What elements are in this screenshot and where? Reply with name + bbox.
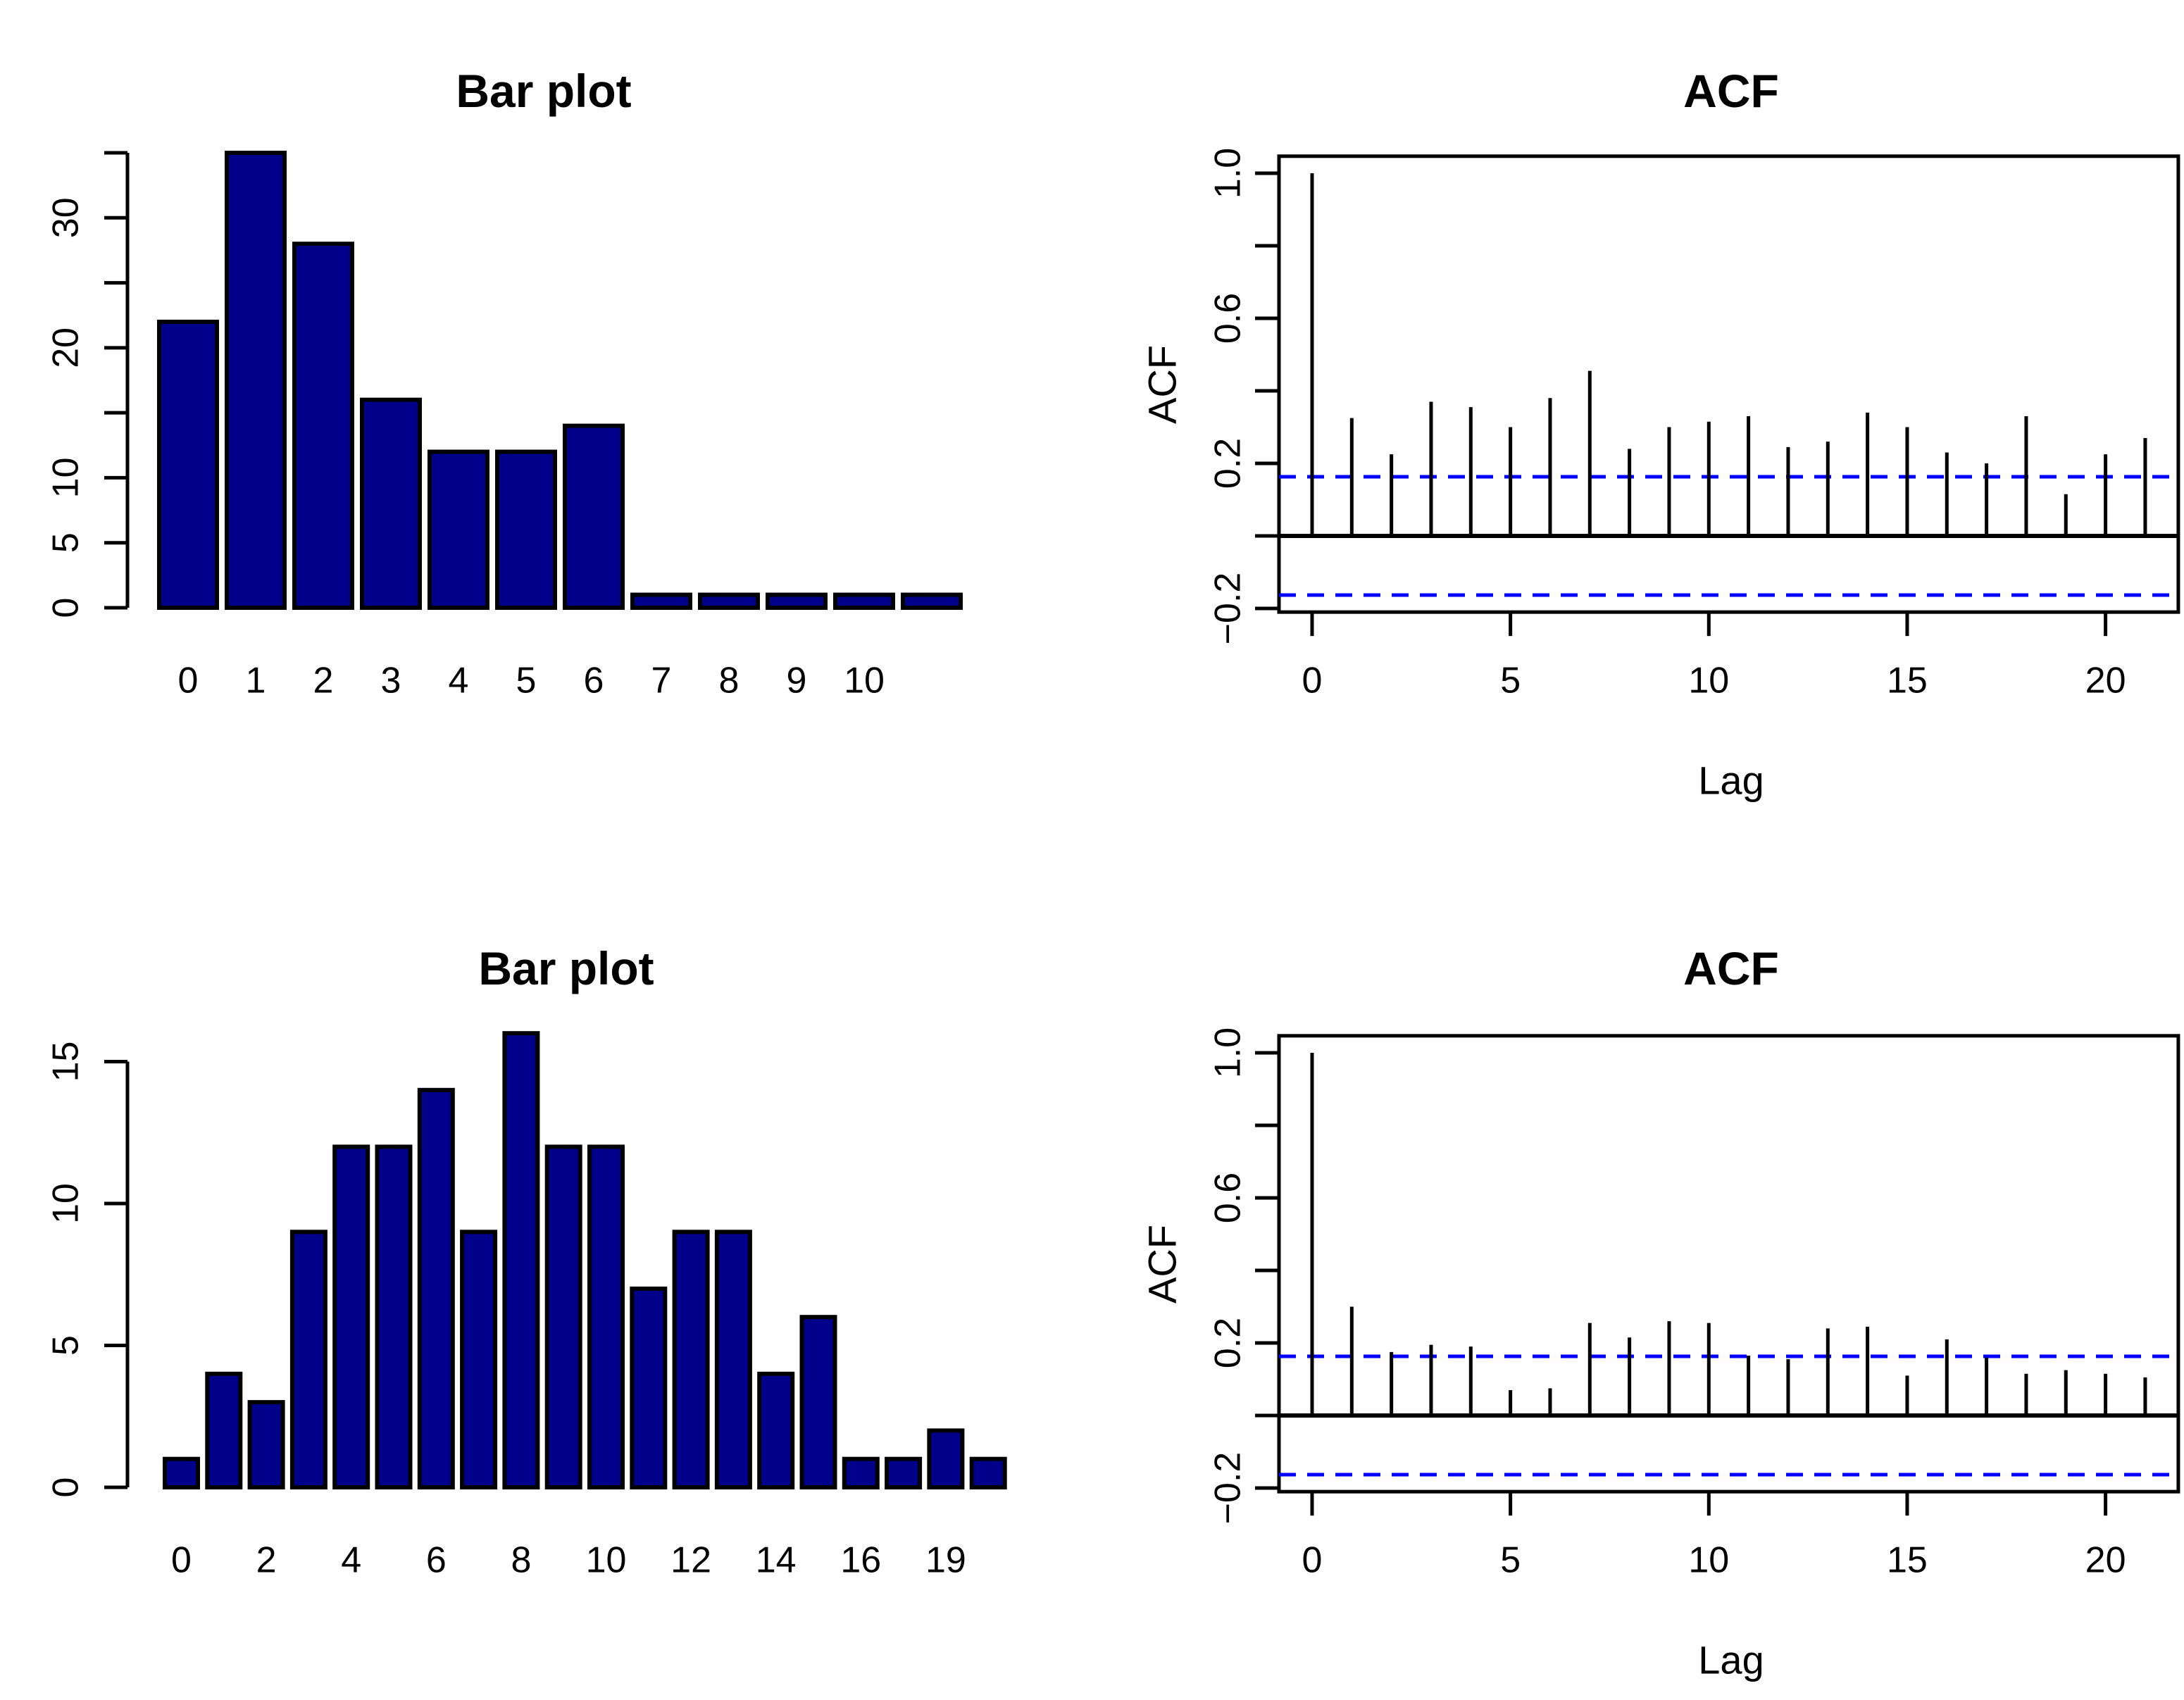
bar (885, 1456, 923, 1489)
x-tick-label: 10 (586, 1540, 627, 1581)
x-tick-label: 14 (756, 1540, 797, 1581)
bar (205, 1371, 243, 1490)
x-tick-label: 20 (2085, 1540, 2126, 1581)
bar (969, 1456, 1007, 1489)
x-tick-label: 0 (171, 1540, 192, 1581)
x-axis-label: Lag (1698, 758, 1764, 803)
x-tick-label: 0 (178, 661, 199, 701)
y-axis-label: ACF (1140, 1225, 1185, 1304)
bar (495, 449, 557, 610)
y-tick-label: 10 (46, 1183, 87, 1224)
bar (757, 1371, 795, 1490)
x-tick-label: 20 (2085, 661, 2126, 701)
x-tick-label: 16 (840, 1540, 881, 1581)
y-tick-label: 5 (46, 532, 87, 553)
bar (225, 151, 287, 610)
y-tick-label: 30 (46, 197, 87, 238)
x-tick-label: 8 (511, 1540, 531, 1581)
y-tick-label: 15 (46, 1042, 87, 1082)
acf-top-right-panel: ACF Lag ACF (1092, 0, 2184, 850)
x-tick-label: 10 (1688, 1540, 1729, 1581)
bar (672, 1230, 710, 1490)
bar (157, 319, 219, 610)
y-tick-label: 1.0 (1208, 1027, 1249, 1078)
y-tick-label: 0.6 (1208, 1173, 1249, 1223)
x-tick-label: 0 (1302, 1540, 1323, 1581)
bar (375, 1144, 413, 1490)
x-tick-label: 6 (584, 661, 604, 701)
x-tick-label: 1 (246, 661, 266, 701)
bar (428, 449, 489, 610)
acf-bottom-right-panel: ACF Lag ACF (1092, 850, 2184, 1700)
y-tick-label: 5 (46, 1335, 87, 1356)
barplot-bottom-left-panel: Bar plot (0, 850, 1092, 1700)
x-tick-label: 2 (313, 661, 334, 701)
y-tick-label: −0.2 (1208, 1452, 1249, 1525)
x-tick-label: 8 (719, 661, 740, 701)
y-tick-label: 10 (46, 458, 87, 499)
x-axis-label: Lag (1698, 1637, 1764, 1682)
bar (460, 1230, 498, 1490)
bar (289, 1230, 327, 1490)
bar (163, 1456, 200, 1489)
x-tick-label: 5 (1500, 1540, 1521, 1581)
bar (360, 397, 422, 610)
bar (417, 1087, 455, 1490)
x-tick-label: 9 (787, 661, 807, 701)
bar (766, 592, 828, 611)
x-tick-label: 10 (1688, 661, 1729, 701)
x-tick-label: 5 (516, 661, 537, 701)
y-tick-label: 0.2 (1208, 1318, 1249, 1368)
bar (587, 1144, 625, 1490)
chart-title: Bar plot (456, 65, 632, 117)
bar (630, 592, 692, 611)
bar (502, 1031, 540, 1489)
y-tick-label: 0 (46, 1477, 87, 1498)
y-tick-label: 0 (46, 598, 87, 618)
bar (247, 1400, 285, 1489)
bar (833, 592, 895, 611)
chart-title: ACF (1683, 942, 1779, 994)
y-axis-label: ACF (1140, 345, 1185, 424)
x-tick-label: 19 (925, 1540, 966, 1581)
y-tick-label: −0.2 (1208, 573, 1249, 645)
bar (630, 1286, 668, 1490)
x-tick-label: 12 (670, 1540, 711, 1581)
bar (842, 1456, 880, 1489)
x-tick-label: 4 (449, 661, 469, 701)
y-tick-label: 20 (46, 327, 87, 368)
x-tick-label: 6 (426, 1540, 447, 1581)
bar (714, 1230, 752, 1490)
y-tick-label: 0.2 (1208, 438, 1249, 489)
x-tick-label: 10 (844, 661, 885, 701)
x-tick-label: 4 (341, 1540, 361, 1581)
x-tick-label: 5 (1500, 661, 1521, 701)
bar (563, 423, 625, 610)
bar (698, 592, 760, 611)
chart-title: Bar plot (478, 942, 654, 994)
x-tick-label: 3 (381, 661, 401, 701)
bar (901, 592, 963, 611)
bar (292, 242, 354, 611)
x-tick-label: 0 (1302, 661, 1323, 701)
chart-title: ACF (1683, 65, 1779, 117)
x-tick-label: 15 (1887, 1540, 1928, 1581)
bar (332, 1144, 370, 1490)
bar (927, 1428, 965, 1490)
x-tick-label: 2 (256, 1540, 277, 1581)
plot-box (1277, 1034, 2180, 1494)
bar (799, 1315, 837, 1489)
barplot-top-left-panel: Bar plot (0, 0, 1092, 850)
x-tick-label: 15 (1887, 661, 1928, 701)
plot-box (1277, 154, 2180, 614)
x-tick-label: 7 (651, 661, 672, 701)
y-tick-label: 0.6 (1208, 293, 1249, 344)
bar (544, 1144, 582, 1490)
y-tick-label: 1.0 (1208, 148, 1249, 199)
